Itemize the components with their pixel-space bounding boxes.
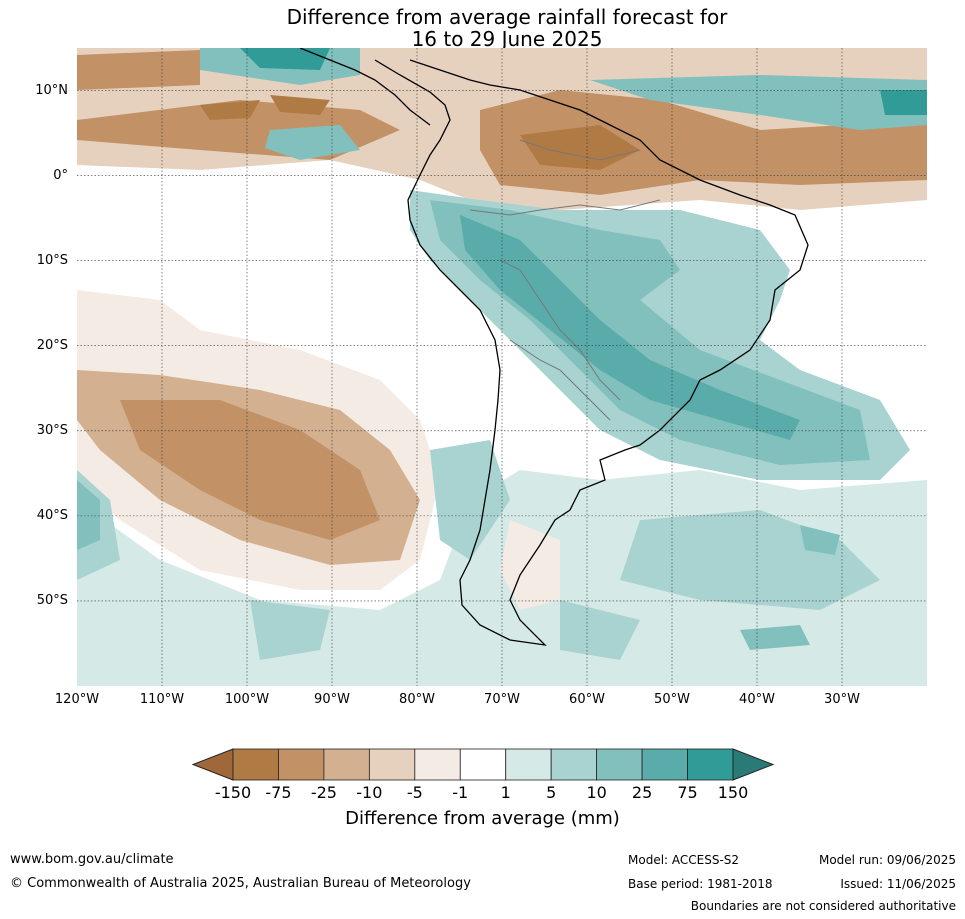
website-link[interactable]: www.bom.gov.au/climate	[10, 852, 174, 867]
colorbar-tick-label: -150	[214, 783, 252, 802]
longitude-label: 70°W	[484, 692, 520, 707]
base-period: Base period: 1981-2018	[628, 877, 773, 891]
colorbar-swatch	[505, 748, 552, 781]
wet-region-amazon-core	[460, 215, 800, 440]
longitude-label: 30°W	[824, 692, 860, 707]
wet-region-caribbean-core	[240, 48, 927, 115]
colorbar-swatch	[459, 748, 507, 781]
latitude-label: 10°S	[36, 252, 68, 268]
colorbar-swatch	[641, 748, 688, 781]
colorbar-swatch	[414, 748, 461, 781]
country-borders	[469, 139, 661, 421]
dry-region-south-pacific-core	[120, 400, 380, 540]
colorbar-swatch	[596, 748, 643, 781]
colorbar-tick-label: 75	[677, 783, 698, 802]
colorbar-tick-label: -5	[406, 783, 423, 802]
copyright-text: © Commonwealth of Australia 2025, Austra…	[10, 876, 471, 891]
boundary-disclaimer: Boundaries are not considered authoritat…	[690, 899, 956, 913]
coastline	[299, 48, 809, 646]
latitude-label: 20°S	[36, 337, 68, 353]
map-area	[77, 48, 927, 686]
colorbar-tick-label: 5	[546, 783, 557, 802]
latitude-label: 10°N	[35, 82, 68, 98]
wet-region-southern-ocean-mid	[77, 440, 880, 660]
wet-region-southern-ocean-core	[77, 480, 840, 650]
central-america-coastline	[299, 48, 431, 126]
dry-region-north-core	[200, 95, 640, 170]
colorbar-extend-low	[191, 748, 234, 781]
latitude-label: 0°	[53, 167, 68, 183]
colorbar-swatch	[323, 748, 370, 781]
colorbar-extend-high	[732, 748, 775, 781]
longitude-label: 100°W	[224, 692, 270, 707]
map-title-line1: Difference from average rainfall forecas…	[286, 5, 728, 29]
latitude-label: 40°S	[36, 507, 68, 523]
gridlines	[77, 48, 927, 686]
colorbar-tick-label: 25	[631, 783, 653, 802]
colorbar-swatch	[232, 748, 279, 781]
colorbar-swatch	[550, 748, 598, 781]
colorbar-swatch	[368, 748, 416, 781]
colorbar-tick-label: -1	[452, 783, 469, 802]
longitude-label: 80°W	[399, 692, 435, 707]
colorbar-swatch	[278, 748, 325, 781]
issued-date: Issued: 11/06/2025	[840, 877, 956, 891]
longitude-label: 50°W	[654, 692, 690, 707]
south-america-coastline	[374, 59, 809, 646]
model-run-date: Model run: 09/06/2025	[818, 853, 956, 867]
longitude-label: 110°W	[139, 692, 185, 707]
colorbar-tick-label: 10	[586, 783, 607, 802]
model-name: Model: ACCESS-S2	[628, 853, 740, 867]
longitude-label: 90°W	[314, 692, 350, 707]
colorbar-tick-label: 150	[717, 783, 749, 802]
longitude-label: 40°W	[739, 692, 775, 707]
map-title-line2: 16 to 29 June 2025	[411, 27, 603, 51]
latitude-label: 30°S	[36, 422, 68, 438]
colorbar-swatch	[687, 748, 734, 781]
colorbar-tick-label: 1	[500, 783, 511, 802]
wet-region-caribbean	[200, 48, 927, 160]
colorbar-tick-label: -75	[265, 783, 292, 802]
longitude-label: 120°W	[54, 692, 100, 707]
colorbar-tick-label: -25	[310, 783, 337, 802]
colorbar-label: Difference from average (mm)	[345, 808, 620, 829]
longitude-label: 60°W	[569, 692, 605, 707]
latitude-label: 50°S	[36, 592, 68, 608]
colorbar-tick-label: -10	[356, 783, 383, 802]
